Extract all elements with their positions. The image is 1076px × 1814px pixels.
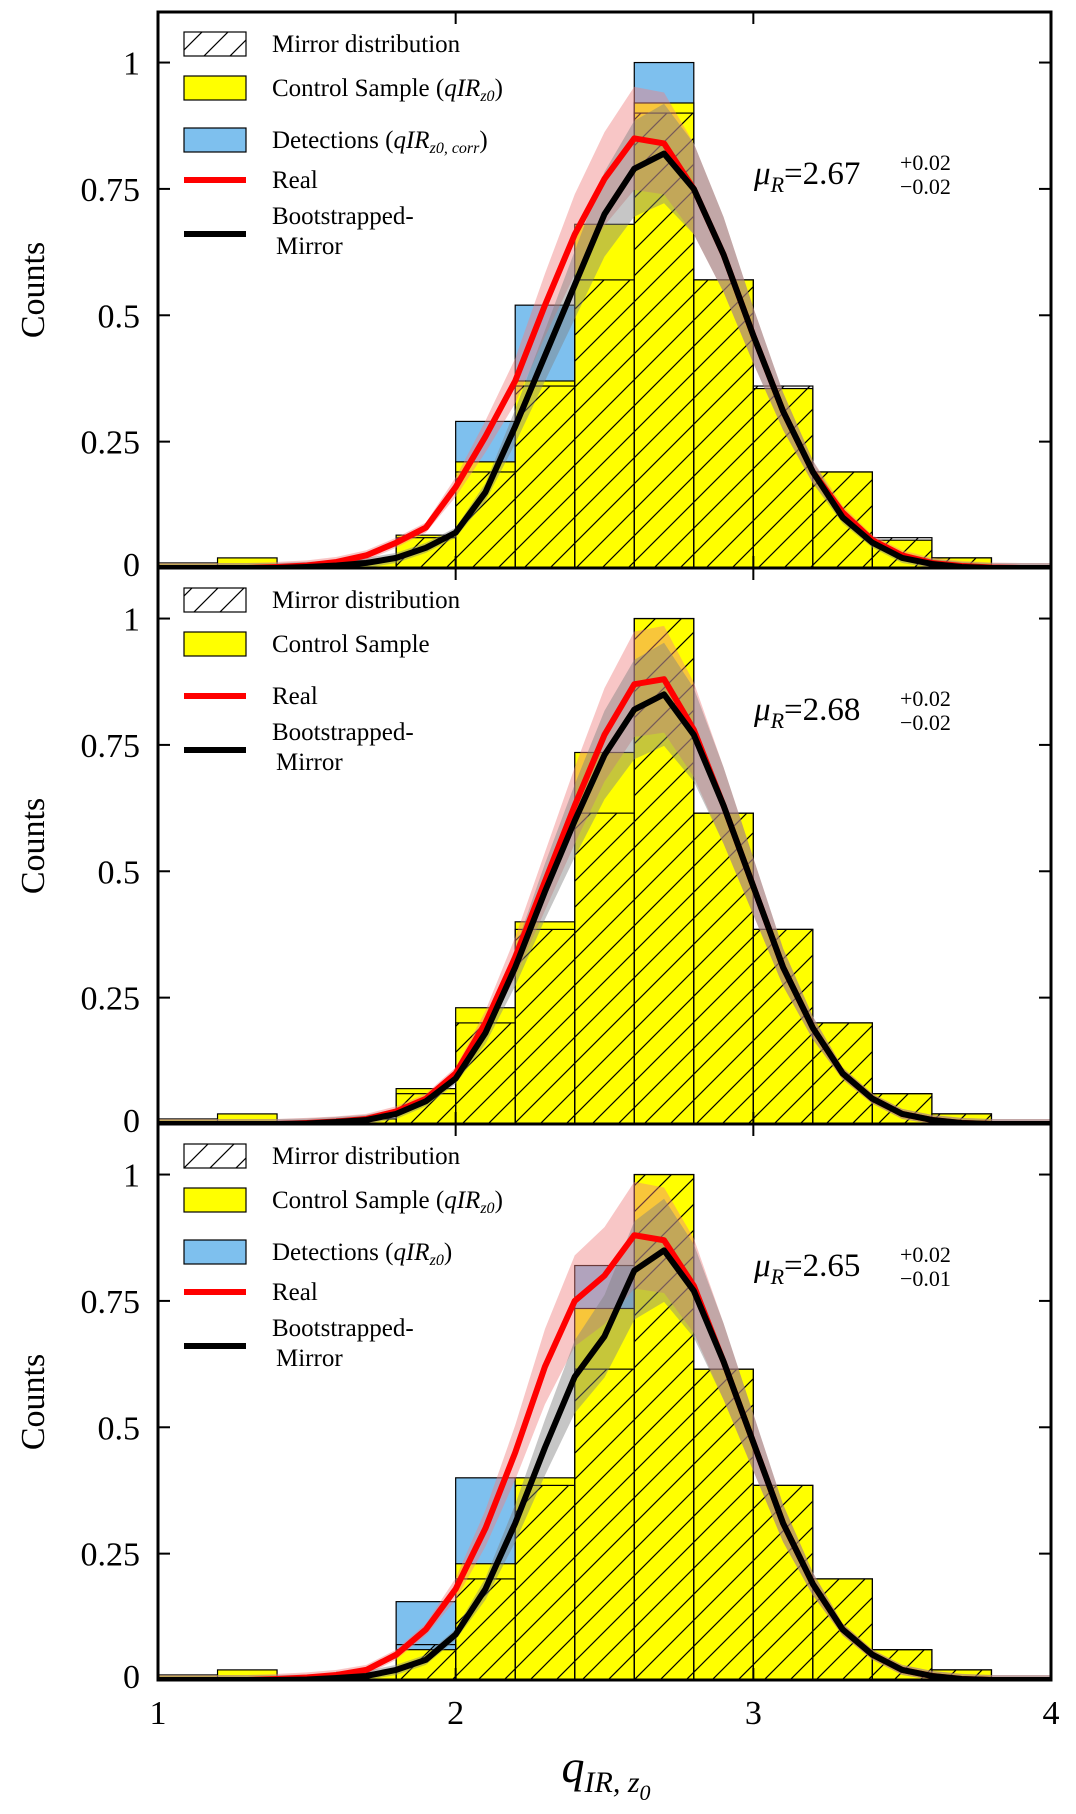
mu-annotation: μR=2.68 bbox=[753, 692, 860, 733]
mu-minus: −0.02 bbox=[900, 710, 951, 735]
y-tick-label: 1 bbox=[123, 1158, 140, 1195]
x-axis-title-subsub: 0 bbox=[640, 1780, 651, 1805]
x-tick-label: 4 bbox=[1043, 1695, 1060, 1732]
control-sample-bar bbox=[216, 557, 278, 568]
legend-bootstrap-label-2: Mirror bbox=[276, 233, 343, 260]
legend-real-label: Real bbox=[272, 167, 318, 194]
y-tick-label: 0 bbox=[123, 1103, 140, 1140]
mirror-distribution-bar bbox=[693, 279, 754, 568]
panel-middle: 0 0.25 0.5 0.75 1 Mirror distribution Control … bbox=[81, 566, 1053, 1140]
mirror-distribution-bar bbox=[574, 1368, 635, 1680]
legend-bottom: Mirror distribution Control Sample (qIRz0… bbox=[183, 1143, 503, 1372]
legend-mirror-label: Mirror distribution bbox=[272, 1143, 461, 1170]
mu-minus: −0.01 bbox=[900, 1266, 951, 1291]
y-tick-label: 0.5 bbox=[98, 854, 141, 891]
legend-bootstrap-label-2: Mirror bbox=[276, 749, 343, 776]
y-tick-label: 0.25 bbox=[81, 981, 141, 1018]
panel-top: 0 0.25 0.5 0.75 1 Mirror distribution Control … bbox=[81, 10, 1053, 584]
legend-mirror-swatch bbox=[183, 31, 247, 57]
real-confidence-band bbox=[158, 1181, 1051, 1680]
y-tick-label: 0.75 bbox=[81, 172, 141, 209]
y-tick-label: 1 bbox=[123, 602, 140, 639]
y-tick-label: 0.75 bbox=[81, 728, 141, 765]
mirror-distribution-bar bbox=[574, 812, 635, 1124]
mu-annotation: μR=2.67 bbox=[753, 156, 860, 197]
plot-area-top bbox=[158, 61, 1051, 568]
legend-detections-label: Detections (qIRz0, corr) bbox=[272, 127, 488, 157]
legend-detections-label: Detections (qIRz0) bbox=[272, 1239, 452, 1269]
y-tick-label: 0 bbox=[123, 1659, 140, 1696]
legend-mirror-swatch bbox=[183, 587, 247, 613]
legend-mirror-swatch bbox=[183, 1143, 247, 1169]
legend-bootstrap-label-2: Mirror bbox=[276, 1345, 343, 1372]
mirror-distribution-bar bbox=[633, 1173, 695, 1680]
real-confidence-band bbox=[158, 625, 1051, 1124]
x-tick-label: 1 bbox=[150, 1695, 167, 1732]
legend-bootstrap-label: Bootstrapped- bbox=[272, 719, 414, 746]
legend-top: Mirror distribution Control Sample (qIRz0… bbox=[183, 31, 503, 260]
legend-detections-swatch bbox=[183, 127, 247, 153]
legend-real-label: Real bbox=[272, 683, 318, 710]
mu-plus: +0.02 bbox=[900, 1242, 951, 1267]
legend-control-label: Control Sample (qIRz0) bbox=[272, 1187, 503, 1217]
y-tick-label: 0.5 bbox=[98, 1410, 141, 1447]
plot-area-middle bbox=[158, 617, 1051, 1124]
mu-minus: −0.02 bbox=[900, 174, 951, 199]
legend-middle: Mirror distribution Control Sample Real Boo… bbox=[183, 587, 461, 776]
mirror-distribution-bar bbox=[514, 1484, 576, 1680]
bootstrap-confidence-band bbox=[158, 103, 1051, 568]
x-tick-label: 3 bbox=[745, 1695, 762, 1732]
bootstrap-confidence-band bbox=[158, 1198, 1051, 1680]
x-axis-title-main: q bbox=[562, 1741, 585, 1792]
legend-bootstrap-label: Bootstrapped- bbox=[272, 1315, 414, 1342]
legend-mirror-label: Mirror distribution bbox=[272, 31, 461, 58]
legend-control-swatch bbox=[183, 75, 247, 101]
legend-real-label: Real bbox=[272, 1279, 318, 1306]
panel-bottom: 0 0.25 0.5 0.75 1 1 2 3 4 Mirror distribution Cont… bbox=[81, 1122, 1060, 1732]
y-tick-label: 0.5 bbox=[98, 298, 141, 335]
plot-area-bottom bbox=[158, 1173, 1051, 1680]
legend-detections-swatch bbox=[183, 1239, 247, 1265]
legend-mirror-label: Mirror distribution bbox=[272, 587, 461, 614]
y-axis-title-middle: Counts bbox=[15, 798, 52, 894]
y-axis-title-top: Counts bbox=[15, 242, 52, 338]
legend-bootstrap-label: Bootstrapped- bbox=[272, 203, 414, 230]
panel-frame bbox=[156, 1122, 1053, 1682]
legend-control-swatch bbox=[183, 1187, 247, 1213]
y-tick-label: 0.75 bbox=[81, 1284, 141, 1321]
y-tick-label: 0.25 bbox=[81, 425, 141, 462]
legend-control-swatch bbox=[183, 631, 247, 657]
y-tick-label: 0 bbox=[123, 547, 140, 584]
mu-annotation: μR=2.65 bbox=[753, 1248, 860, 1289]
x-axis-title-sub: IR, z bbox=[584, 1766, 640, 1799]
mirror-distribution-bar bbox=[574, 279, 635, 568]
legend-control-label: Control Sample bbox=[272, 631, 430, 658]
mirror-distribution-bar bbox=[455, 1022, 516, 1124]
mu-plus: +0.02 bbox=[900, 150, 951, 175]
y-tick-label: 0.25 bbox=[81, 1537, 141, 1574]
legend-control-label: Control Sample (qIRz0) bbox=[272, 75, 503, 105]
x-tick-label: 2 bbox=[447, 1695, 464, 1732]
y-axis-title-bottom: Counts bbox=[15, 1354, 52, 1450]
mirror-distribution-bar bbox=[633, 112, 695, 568]
mu-plus: +0.02 bbox=[900, 686, 951, 711]
y-tick-label: 1 bbox=[123, 46, 140, 83]
x-axis-title: qIR, z0 bbox=[562, 1741, 651, 1805]
